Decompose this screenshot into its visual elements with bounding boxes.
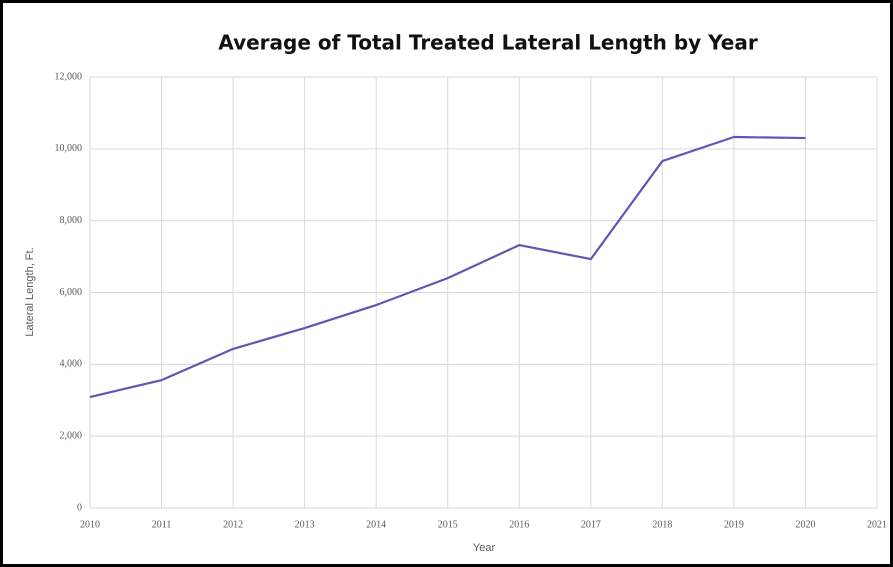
y-axis-title: Lateral Length, Ft. [24,247,36,336]
x-tick-label: 2010 [80,519,100,530]
x-tick-label: 2019 [724,519,744,530]
y-tick-label: 6,000 [60,287,83,298]
x-tick-label: 2017 [581,519,601,530]
y-tick-label: 10,000 [55,143,83,154]
x-tick-label: 2014 [366,519,386,530]
x-tick-label: 2012 [223,519,243,530]
y-tick-label: 4,000 [60,359,83,370]
x-tick-label: 2020 [795,519,815,530]
x-tick-label: 2016 [509,519,529,530]
x-axis-title: Year [473,542,496,554]
chart-title: Average of Total Treated Lateral Length … [218,31,758,55]
x-tick-label: 2013 [295,519,315,530]
y-tick-label: 0 [77,502,82,513]
y-tick-label: 2,000 [60,430,83,441]
data-line [89,135,806,399]
x-tick-label: 2021 [867,519,887,530]
x-tick-label: 2015 [438,519,458,530]
x-tick-label: 2011 [152,519,172,530]
y-tick-label: 12,000 [55,71,83,82]
y-tick-label: 8,000 [60,215,83,226]
x-tick-label: 2018 [652,519,672,530]
